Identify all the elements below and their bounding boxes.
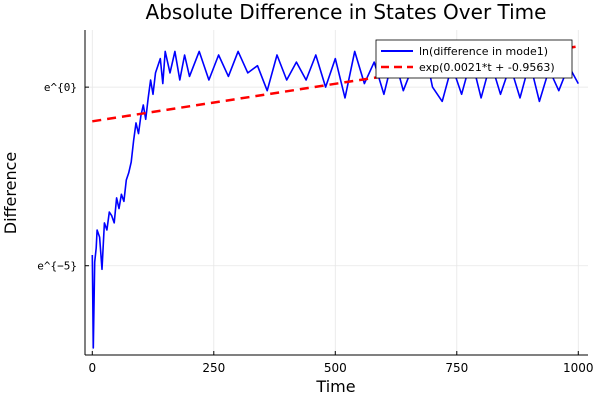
x-tick-label-1: 250 — [202, 361, 225, 375]
chart-title: Absolute Difference in States Over Time — [146, 0, 547, 24]
legend-label-series-2: exp(0.0021*t + -0.9563) — [419, 61, 555, 74]
x-tick-label-0: 0 — [88, 361, 96, 375]
x-tick-label-4: 1000 — [563, 361, 594, 375]
y-tick-label-1: e^{−5} — [37, 260, 77, 273]
legend-box — [375, 39, 573, 79]
y-axis-label: Difference — [1, 152, 20, 234]
tick-labels: 0 250 500 750 1000 e^{0} e^{−5} — [37, 81, 593, 375]
x-axis-label: Time — [315, 377, 355, 396]
x-tick-label-3: 750 — [445, 361, 468, 375]
grid-lines — [85, 30, 588, 355]
legend-label-series-1: ln(difference in mode1) — [419, 45, 548, 58]
legend: ln(difference in mode1) exp(0.0021*t + -… — [375, 39, 573, 79]
axes — [84, 30, 588, 356]
x-tick-label-2: 500 — [324, 361, 347, 375]
y-tick-label-0: e^{0} — [44, 81, 77, 94]
